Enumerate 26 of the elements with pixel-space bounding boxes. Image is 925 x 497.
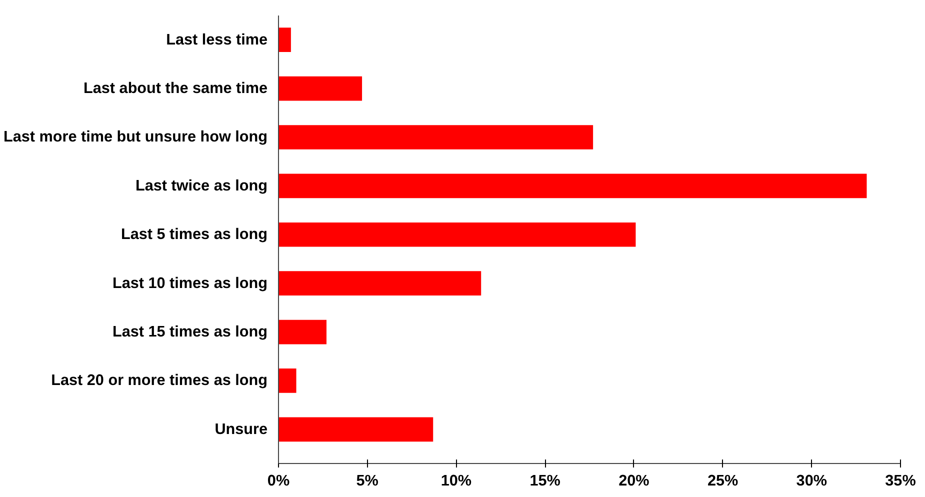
bar [278,28,291,52]
y-tick-label: Last 20 or more times as long [51,372,268,390]
x-tick-label: 35% [885,472,916,490]
x-tick-label: 5% [356,472,379,490]
y-tick-label: Last 10 times as long [112,274,268,292]
y-tick-label: Last about the same time [84,80,268,98]
bar [278,125,594,150]
y-tick-label: Last 15 times as long [112,324,268,341]
bar [278,368,296,393]
y-tick-label: Last 5 times as long [120,226,268,244]
bar [278,417,434,442]
y-tick-label: Last less time [166,31,268,48]
x-tick-label: 30% [796,472,828,490]
x-tick-label: 0% [267,472,290,490]
y-tick-label: Last more time but unsure how long [4,128,268,146]
bar [278,271,482,296]
bar [278,76,362,101]
x-tick-label: 20% [618,472,650,490]
bar [278,320,326,344]
bar [278,174,867,198]
y-tick-label: Last twice as long [135,177,268,194]
bar [278,222,636,247]
y-tick-label: Unsure [214,420,268,438]
x-tick-label: 25% [707,472,738,490]
x-tick-label: 15% [530,472,561,490]
x-tick-label: 10% [440,472,472,490]
